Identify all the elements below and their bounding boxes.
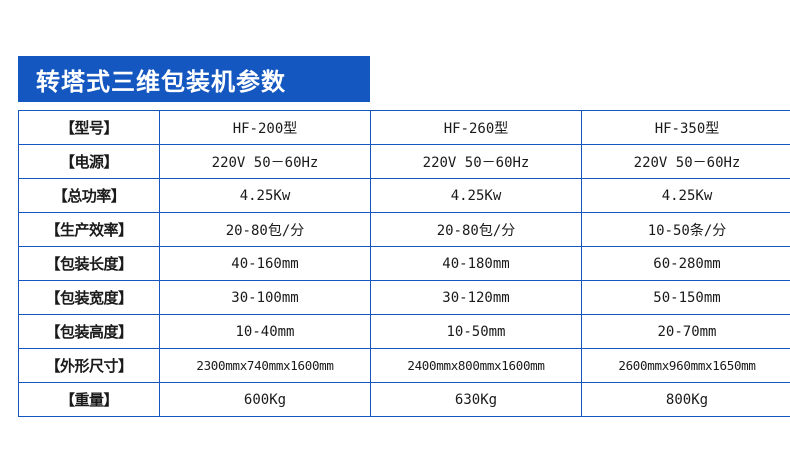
row-value: 630Kg bbox=[370, 382, 582, 417]
row-value: 30-100mm bbox=[159, 280, 371, 315]
row-value: HF-350型 bbox=[581, 110, 790, 145]
table-row: 【总功率】 4.25Kw 4.25Kw 4.25Kw bbox=[18, 178, 790, 213]
row-label: 【电源】 bbox=[18, 144, 160, 179]
row-value: 10-50条/分 bbox=[581, 212, 790, 247]
table-row: 【包装高度】 10-40mm 10-50mm 20-70mm bbox=[18, 314, 790, 349]
row-value: 10-40mm bbox=[159, 314, 371, 349]
page-title: 转塔式三维包装机参数 bbox=[36, 67, 286, 96]
row-value: 600Kg bbox=[159, 382, 371, 417]
row-label: 【包装宽度】 bbox=[18, 280, 160, 315]
row-value: 2300mmx740mmx1600mm bbox=[159, 348, 371, 383]
row-value: 20-80包/分 bbox=[370, 212, 582, 247]
table-row: 【重量】 600Kg 630Kg 800Kg bbox=[18, 382, 790, 417]
row-value: HF-260型 bbox=[370, 110, 582, 145]
row-value: 10-50mm bbox=[370, 314, 582, 349]
row-label: 【生产效率】 bbox=[18, 212, 160, 247]
row-value: HF-200型 bbox=[159, 110, 371, 145]
row-value: 40-180mm bbox=[370, 246, 582, 281]
row-value: 2600mmx960mmx1650mm bbox=[581, 348, 790, 383]
row-label: 【重量】 bbox=[18, 382, 160, 417]
row-label: 【总功率】 bbox=[18, 178, 160, 213]
row-value: 220V 50－60Hz bbox=[581, 144, 790, 179]
table-row: 【生产效率】 20-80包/分 20-80包/分 10-50条/分 bbox=[18, 212, 790, 247]
row-value: 60-280mm bbox=[581, 246, 790, 281]
row-value: 50-150mm bbox=[581, 280, 790, 315]
row-value: 220V 50－60Hz bbox=[370, 144, 582, 179]
table-row: 【外形尺寸】 2300mmx740mmx1600mm 2400mmx800mmx… bbox=[18, 348, 790, 383]
table-body: 【型号】 HF-200型 HF-260型 HF-350型 【电源】 220V 5… bbox=[18, 110, 790, 417]
row-label: 【型号】 bbox=[18, 110, 160, 145]
row-value: 4.25Kw bbox=[370, 178, 582, 213]
row-value: 20-80包/分 bbox=[159, 212, 371, 247]
row-value: 4.25Kw bbox=[581, 178, 790, 213]
table-row: 【型号】 HF-200型 HF-260型 HF-350型 bbox=[18, 110, 790, 145]
row-label: 【包装长度】 bbox=[18, 246, 160, 281]
row-value: 800Kg bbox=[581, 382, 790, 417]
row-value: 2400mmx800mmx1600mm bbox=[370, 348, 582, 383]
row-value: 30-120mm bbox=[370, 280, 582, 315]
row-label: 【包装高度】 bbox=[18, 314, 160, 349]
row-value: 220V 50－60Hz bbox=[159, 144, 371, 179]
row-value: 40-160mm bbox=[159, 246, 371, 281]
row-label: 【外形尺寸】 bbox=[18, 348, 160, 383]
specifications-table: 【型号】 HF-200型 HF-260型 HF-350型 【电源】 220V 5… bbox=[18, 110, 790, 417]
row-value: 20-70mm bbox=[581, 314, 790, 349]
table-row: 【包装宽度】 30-100mm 30-120mm 50-150mm bbox=[18, 280, 790, 315]
title-banner: 转塔式三维包装机参数 bbox=[18, 56, 370, 102]
table-row: 【电源】 220V 50－60Hz 220V 50－60Hz 220V 50－6… bbox=[18, 144, 790, 179]
row-value: 4.25Kw bbox=[159, 178, 371, 213]
table-row: 【包装长度】 40-160mm 40-180mm 60-280mm bbox=[18, 246, 790, 281]
